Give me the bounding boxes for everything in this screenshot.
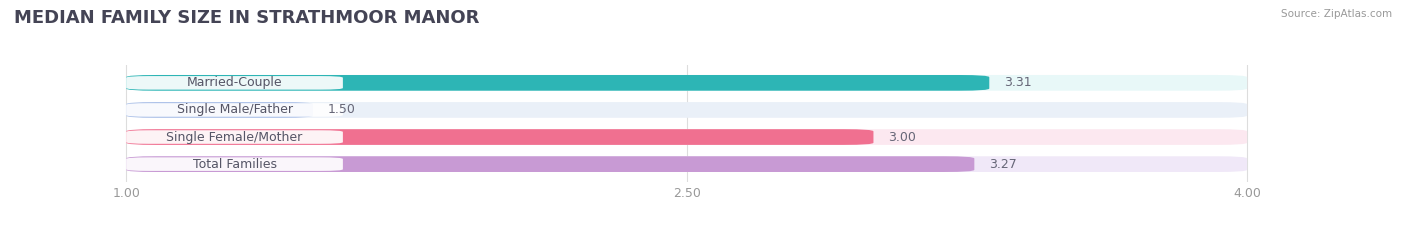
Text: Married-Couple: Married-Couple [187,76,283,89]
FancyBboxPatch shape [127,157,343,171]
Text: Source: ZipAtlas.com: Source: ZipAtlas.com [1281,9,1392,19]
Text: 3.27: 3.27 [990,158,1017,171]
Text: Single Male/Father: Single Male/Father [177,103,292,116]
FancyBboxPatch shape [127,156,974,172]
Text: 1.50: 1.50 [328,103,356,116]
Text: 3.00: 3.00 [889,130,917,144]
FancyBboxPatch shape [127,75,1247,91]
Text: Single Female/Mother: Single Female/Mother [166,130,302,144]
Text: MEDIAN FAMILY SIZE IN STRATHMOOR MANOR: MEDIAN FAMILY SIZE IN STRATHMOOR MANOR [14,9,479,27]
FancyBboxPatch shape [127,103,343,117]
FancyBboxPatch shape [127,129,1247,145]
FancyBboxPatch shape [127,129,873,145]
FancyBboxPatch shape [127,76,343,90]
Text: 3.31: 3.31 [1004,76,1032,89]
FancyBboxPatch shape [127,75,990,91]
FancyBboxPatch shape [127,130,343,144]
Text: Total Families: Total Families [193,158,277,171]
FancyBboxPatch shape [127,102,1247,118]
FancyBboxPatch shape [127,102,314,118]
FancyBboxPatch shape [127,156,1247,172]
